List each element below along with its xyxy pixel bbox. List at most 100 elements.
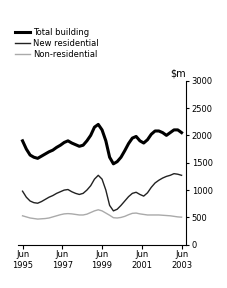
New residential: [89, 184, 92, 187]
New residential: [101, 177, 104, 181]
Non-residential: [173, 215, 175, 218]
Non-residential: [74, 213, 77, 216]
Non-residential: [131, 212, 134, 215]
Non-residential: [120, 216, 122, 219]
Total building: [146, 138, 149, 141]
Total building: [101, 128, 104, 132]
Total building: [138, 139, 141, 143]
New residential: [67, 188, 69, 191]
Text: $m: $m: [170, 69, 186, 79]
New residential: [93, 177, 96, 181]
Non-residential: [48, 216, 50, 220]
New residential: [116, 207, 118, 211]
Non-residential: [25, 215, 28, 219]
Non-residential: [104, 211, 107, 215]
New residential: [63, 188, 66, 192]
Total building: [67, 139, 69, 143]
Non-residential: [40, 217, 43, 221]
Non-residential: [55, 214, 58, 217]
New residential: [112, 209, 115, 213]
Total building: [120, 156, 122, 159]
New residential: [44, 198, 47, 201]
Line: Total building: Total building: [22, 124, 182, 164]
Total building: [97, 123, 100, 126]
New residential: [52, 194, 54, 197]
New residential: [146, 191, 149, 195]
Total building: [131, 137, 134, 140]
Non-residential: [165, 214, 168, 217]
Total building: [89, 134, 92, 137]
Total building: [82, 143, 84, 147]
Total building: [44, 152, 47, 156]
Non-residential: [169, 214, 172, 217]
Total building: [21, 139, 24, 143]
Non-residential: [86, 213, 88, 216]
Non-residential: [180, 215, 183, 219]
Non-residential: [63, 212, 66, 216]
Total building: [173, 128, 175, 132]
Non-residential: [150, 213, 153, 217]
Non-residential: [142, 213, 145, 216]
Non-residential: [176, 215, 179, 219]
New residential: [173, 172, 175, 175]
New residential: [36, 202, 39, 205]
Non-residential: [101, 209, 104, 213]
Total building: [176, 128, 179, 132]
Total building: [135, 135, 138, 138]
Total building: [32, 156, 35, 159]
New residential: [29, 199, 32, 203]
New residential: [97, 174, 100, 177]
New residential: [176, 173, 179, 176]
New residential: [165, 175, 168, 178]
Total building: [52, 148, 54, 152]
New residential: [108, 204, 111, 207]
Non-residential: [112, 216, 115, 219]
Non-residential: [59, 213, 62, 217]
Total building: [169, 131, 172, 134]
Non-residential: [29, 216, 32, 220]
Non-residential: [123, 215, 126, 218]
Non-residential: [97, 208, 100, 211]
Non-residential: [93, 209, 96, 213]
Non-residential: [154, 213, 156, 217]
New residential: [104, 188, 107, 192]
Total building: [40, 154, 43, 158]
Line: Non-residential: Non-residential: [22, 210, 182, 219]
New residential: [161, 176, 164, 180]
Non-residential: [21, 214, 24, 217]
New residential: [59, 190, 62, 194]
New residential: [21, 190, 24, 193]
New residential: [48, 196, 50, 199]
Total building: [180, 131, 183, 134]
New residential: [142, 194, 145, 198]
Total building: [93, 126, 96, 129]
Total building: [116, 160, 118, 163]
New residential: [78, 193, 81, 196]
Non-residential: [138, 212, 141, 216]
Total building: [150, 132, 153, 136]
Total building: [123, 149, 126, 152]
Non-residential: [116, 216, 118, 220]
Total building: [78, 145, 81, 148]
New residential: [138, 193, 141, 196]
Total building: [161, 131, 164, 134]
New residential: [154, 181, 156, 185]
Non-residential: [44, 217, 47, 220]
Non-residential: [70, 212, 73, 216]
New residential: [169, 174, 172, 177]
New residential: [158, 179, 160, 182]
Total building: [70, 141, 73, 145]
Total building: [142, 141, 145, 145]
Non-residential: [158, 213, 160, 217]
Non-residential: [161, 213, 164, 217]
New residential: [86, 188, 88, 192]
Non-residential: [32, 217, 35, 220]
Total building: [108, 156, 111, 159]
Total building: [74, 143, 77, 146]
New residential: [70, 190, 73, 194]
Line: New residential: New residential: [22, 174, 182, 211]
Total building: [104, 139, 107, 143]
Total building: [165, 134, 168, 137]
Total building: [25, 147, 28, 151]
Total building: [86, 139, 88, 143]
